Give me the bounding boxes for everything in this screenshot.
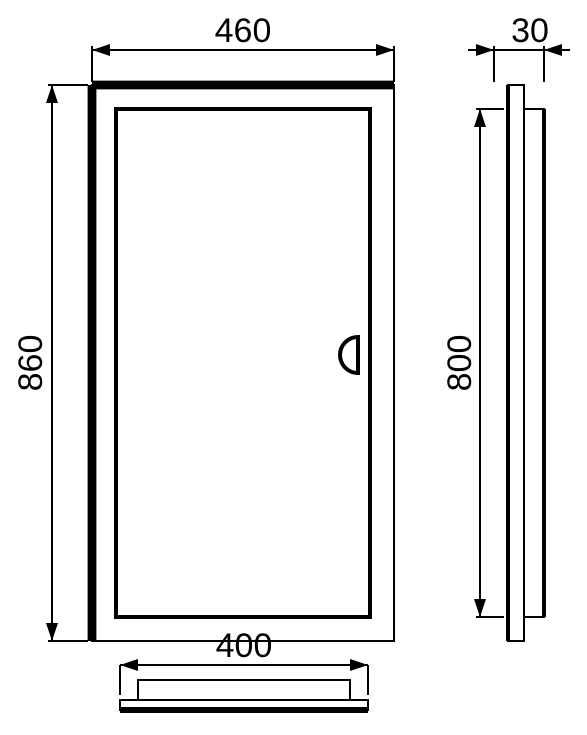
dim-height_800-label: 800 (441, 335, 479, 392)
side-body (524, 109, 544, 617)
arrowhead (46, 623, 58, 641)
arrowhead (474, 109, 486, 127)
arrowhead (350, 659, 368, 671)
arrowhead (120, 659, 138, 671)
arrowhead (376, 44, 394, 56)
arrowhead (46, 85, 58, 103)
door-handle (340, 337, 358, 373)
bottom-inner (138, 680, 350, 700)
front-outer-frame (92, 85, 394, 641)
front-inner-door (116, 109, 370, 617)
arrowhead (474, 599, 486, 617)
dim-width_460-label: 460 (215, 12, 272, 50)
dim-width_400-label: 400 (216, 627, 273, 665)
side-flange (508, 85, 524, 641)
dim-height_860-label: 860 (12, 335, 50, 392)
arrowhead (92, 44, 110, 56)
arrowhead (476, 44, 494, 56)
dim-depth_30-label: 30 (511, 12, 549, 50)
